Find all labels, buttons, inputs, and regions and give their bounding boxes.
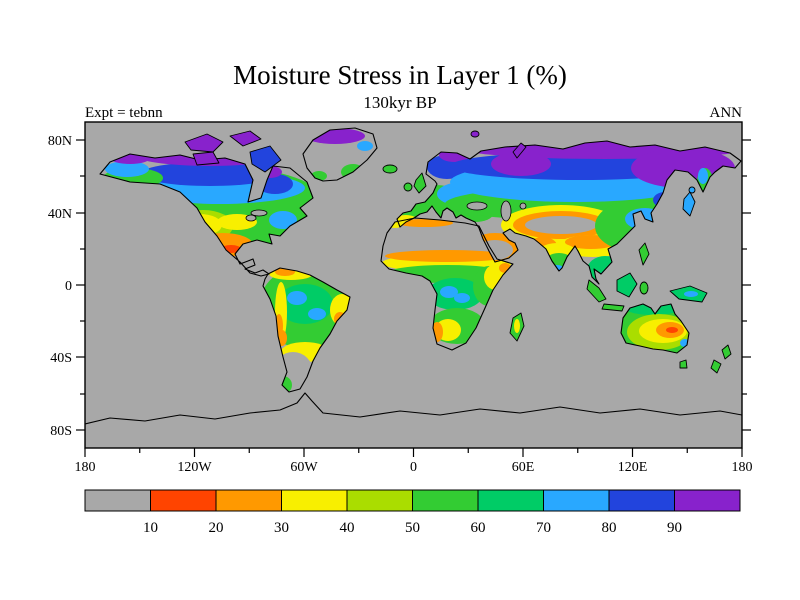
black-sea [466, 201, 488, 211]
great-lakes [245, 214, 257, 222]
colorbar-label: 70 [536, 520, 551, 536]
lon-label-120e: 120E [618, 460, 648, 475]
new-guinea-contour [684, 291, 698, 297]
latitude-axis: 80N 40N 0 40S 80S [48, 134, 751, 439]
colorbar-label: 90 [667, 520, 682, 536]
colorbar-cell [477, 489, 544, 512]
borneo [616, 272, 638, 298]
colorbar-label: 60 [471, 520, 486, 536]
colorbar-label: 10 [143, 520, 158, 536]
aral-sea [519, 202, 527, 210]
lat-label-40n: 40N [48, 207, 72, 222]
tasmania [679, 359, 688, 369]
lat-label-80n: 80N [48, 134, 72, 149]
colorbar-cell [84, 489, 151, 512]
philippines [638, 242, 650, 266]
colorbar-cell [543, 489, 610, 512]
great-lakes [250, 209, 268, 217]
colorbar-cell [281, 489, 348, 512]
lon-label-180w: 180 [75, 460, 96, 475]
new-zealand-north [721, 344, 732, 360]
lat-label-0: 0 [65, 279, 72, 294]
experiment-label: Expt = tebnn [85, 105, 163, 121]
sumatra [586, 279, 607, 303]
colorbar-cell [608, 489, 675, 512]
page-title: Moisture Stress in Layer 1 (%) [233, 60, 567, 90]
ireland [403, 182, 413, 192]
lon-label-60e: 60E [512, 460, 535, 475]
lon-label-120w: 120W [177, 460, 212, 475]
map-panel [84, 121, 743, 449]
colorbar-label: 50 [405, 520, 420, 536]
java [601, 303, 625, 312]
colorbar-cell [215, 489, 282, 512]
arctic-island [184, 133, 224, 153]
colorbar-label: 40 [340, 520, 355, 536]
longitude-axis: 180 120W 60W 0 60E 120E 180 [75, 448, 753, 475]
svalbard [470, 130, 480, 138]
hokkaido [688, 186, 696, 194]
colorbar-label: 20 [209, 520, 224, 536]
great-britain [413, 172, 427, 194]
map-content [85, 122, 742, 448]
colorbar-label: 80 [602, 520, 617, 536]
baffin-island [249, 145, 282, 173]
colorbar-cell [346, 489, 413, 512]
season-label: ANN [710, 105, 743, 121]
lon-label-0: 0 [410, 460, 417, 475]
iceland [382, 164, 398, 174]
colorbar-label: 30 [274, 520, 289, 536]
japan [682, 191, 696, 217]
subtitle: 130kyr BP [363, 93, 436, 112]
colorbar: 10 20 30 40 50 60 70 80 90 [84, 489, 741, 536]
lat-label-80s: 80S [50, 424, 72, 439]
novaya-zemlya [512, 142, 527, 159]
sulawesi [639, 281, 649, 295]
madagascar-contour [514, 319, 520, 333]
colorbar-cell [150, 489, 217, 512]
caspian-sea [500, 200, 512, 222]
colorbar-cell [674, 489, 741, 512]
lat-label-40s: 40S [50, 351, 72, 366]
colorbar-cell [412, 489, 479, 512]
new-zealand-south [710, 359, 722, 374]
arctic-island [229, 130, 262, 147]
lon-label-180e: 180 [732, 460, 753, 475]
lon-label-60w: 60W [290, 460, 318, 475]
victoria-island [192, 151, 220, 166]
